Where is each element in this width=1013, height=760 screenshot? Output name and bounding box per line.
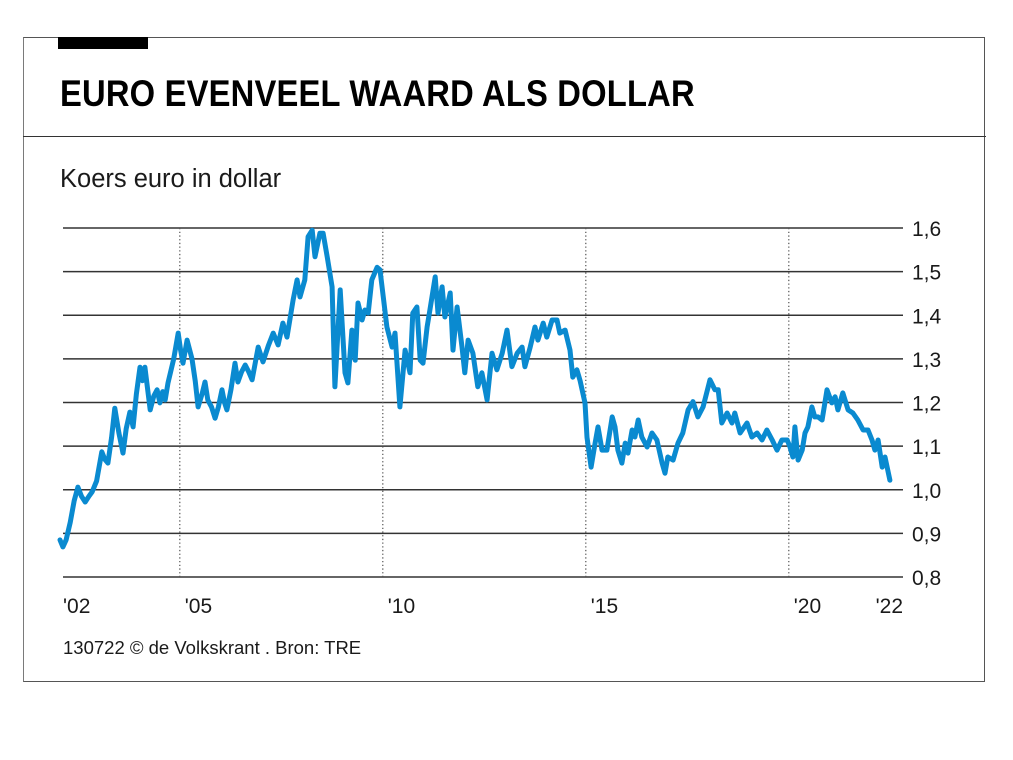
header-divider (23, 136, 986, 137)
x-axis-tick-labels: '02 '05 '10 '15 '20 '22 (63, 595, 903, 618)
y-tick-label: 0,9 (912, 523, 941, 546)
series-layer (57, 227, 893, 550)
x-tick-label: '20 (794, 595, 821, 618)
chart-title: EURO EVENVEEL WAARD ALS DOLLAR (60, 73, 695, 114)
y-tick-label: 1,4 (912, 305, 942, 328)
graphic-frame (23, 37, 985, 682)
header-accent-bar (58, 37, 148, 49)
y-tick-label: 1,1 (912, 436, 941, 459)
y-tick-label: 1,3 (912, 349, 941, 372)
x-tick-label: '22 (876, 595, 903, 618)
chart-subtitle: Koers euro in dollar (60, 165, 282, 193)
y-axis-tick-labels: 1,6 1,5 1,4 1,3 1,2 1,1 1,0 0,9 0,8 (912, 218, 942, 590)
series-line-eur-usd (57, 227, 893, 550)
y-tick-label: 0,8 (912, 567, 941, 590)
y-tick-label: 1,0 (912, 480, 941, 503)
source-credit: 130722 © de Volkskrant . Bron: TRE (63, 637, 362, 658)
x-tick-label: '02 (63, 595, 90, 618)
gridlines (63, 227, 903, 578)
x-tick-label: '15 (591, 595, 618, 618)
y-tick-label: 1,2 (912, 393, 941, 416)
x-tick-label: '05 (185, 595, 212, 618)
x-tick-label: '10 (388, 595, 415, 618)
y-tick-label: 1,5 (912, 262, 941, 285)
y-tick-label: 1,6 (912, 218, 941, 241)
